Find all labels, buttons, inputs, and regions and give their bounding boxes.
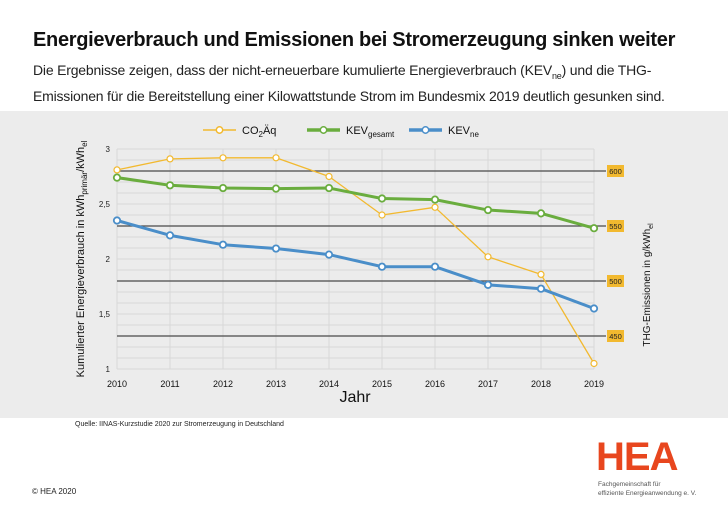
x-tick-label: 2010 xyxy=(107,379,127,389)
legend-label-kev-ne: KEVne xyxy=(448,125,479,139)
x-axis-label: Jahr xyxy=(339,389,371,406)
legend-label-kev-gesamt: KEVgesamt xyxy=(346,125,395,139)
legend-marker-co2-q xyxy=(215,126,224,134)
data-point-kev-gesamt xyxy=(430,195,440,204)
data-point-kev-ne xyxy=(112,216,122,225)
x-tick-label: 2012 xyxy=(213,379,233,389)
data-point-co2-q xyxy=(219,154,227,162)
logo-subtitle-line1: Fachgemeinschaft für xyxy=(598,481,661,488)
x-tick-label: 2018 xyxy=(531,379,551,389)
y-axis-label-left: Kumulierter Energieverbrauch in kWhprimä… xyxy=(75,140,89,377)
data-point-kev-gesamt xyxy=(112,173,122,182)
data-point-kev-ne xyxy=(377,262,387,271)
data-point-kev-ne xyxy=(218,240,228,249)
legend-label-co2-q: CO2Äq xyxy=(242,125,276,139)
copyright: © HEA 2020 xyxy=(32,487,77,496)
data-point-co2-q xyxy=(590,359,598,368)
subtitle-part2: ) und die THG-Emissionen für die Bereits… xyxy=(33,62,665,104)
series-line-kev-gesamt xyxy=(116,176,595,230)
x-tick-label: 2016 xyxy=(425,379,445,389)
x-tick-label: 2013 xyxy=(266,379,286,389)
data-point-kev-ne xyxy=(324,250,334,259)
right-axis-reference-lines: 450 500 550 600 xyxy=(117,165,624,342)
x-tick-label: 2017 xyxy=(478,379,498,389)
series-group xyxy=(112,154,599,368)
data-point-kev-gesamt xyxy=(165,181,175,190)
x-tick-label: 2014 xyxy=(319,379,339,389)
data-point-kev-gesamt xyxy=(483,205,493,215)
data-point-co2-q xyxy=(484,253,492,261)
data-point-co2-q xyxy=(272,154,280,162)
source-note: Quelle: IINAS-Kurzstudie 2020 zur Strome… xyxy=(75,421,284,428)
data-point-kev-ne xyxy=(165,231,175,240)
data-point-kev-ne xyxy=(536,284,546,293)
legend-marker-kev-ne xyxy=(421,126,430,134)
left-tick-label: 1 xyxy=(106,365,111,374)
logo-subtitle: Fachgemeinschaft für effiziente Energiean… xyxy=(598,480,696,498)
right-tick-label: 500 xyxy=(609,277,622,286)
page-subtitle: Die Ergebnisse zeigen, dass der nicht-er… xyxy=(33,60,713,106)
data-point-kev-gesamt xyxy=(218,183,228,193)
logo-subtitle-line2: effiziente Energieanwendung e. V. xyxy=(598,490,697,497)
data-point-kev-gesamt xyxy=(589,224,599,233)
axis-ticks: 1 1,5 2 2,5 3 2010 2011 2012 2013 2014 2015 2016 201… xyxy=(99,145,604,389)
data-point-co2-q xyxy=(431,203,439,211)
left-tick-label: 1,5 xyxy=(99,310,111,319)
page-title: Energieverbrauch und Emissionen bei Stro… xyxy=(33,29,676,51)
right-tick-label-box xyxy=(607,330,624,342)
x-tick-label: 2011 xyxy=(160,379,179,389)
right-tick-label-box xyxy=(607,220,624,232)
data-point-co2-q xyxy=(378,211,386,219)
data-point-kev-gesamt xyxy=(536,209,546,218)
data-point-kev-gesamt xyxy=(324,183,334,193)
subtitle-sub: ne xyxy=(552,70,562,81)
series-line-kev-ne xyxy=(116,219,595,310)
right-tick-label-box xyxy=(607,165,624,177)
right-tick-label: 600 xyxy=(609,167,622,176)
data-point-co2-q xyxy=(166,155,174,163)
data-point-kev-ne xyxy=(589,304,599,313)
series-line-co2-q xyxy=(116,157,595,364)
data-point-co2-q xyxy=(325,172,333,181)
right-tick-label-box xyxy=(607,275,624,287)
y-axis-label-right: THG-Emissionen in g/kWhel xyxy=(642,223,655,347)
hea-logo: HEA xyxy=(596,435,678,479)
data-point-kev-ne xyxy=(271,244,281,253)
left-tick-label: 3 xyxy=(106,145,111,154)
data-point-co2-q xyxy=(537,270,545,278)
x-tick-label: 2019 xyxy=(584,379,604,389)
left-tick-label: 2,5 xyxy=(99,200,111,209)
legend: CO2Äq KEVgesamt KEVne xyxy=(203,125,479,139)
data-point-kev-ne xyxy=(483,280,493,289)
subtitle-part1: Die Ergebnisse zeigen, dass der nicht-er… xyxy=(33,62,552,78)
legend-marker-kev-gesamt xyxy=(319,126,328,134)
left-tick-label: 2 xyxy=(106,255,111,264)
data-point-kev-ne xyxy=(430,262,440,271)
data-point-kev-gesamt xyxy=(271,184,281,193)
right-tick-label: 450 xyxy=(609,332,622,341)
right-tick-label: 550 xyxy=(609,222,622,231)
data-point-kev-gesamt xyxy=(377,194,387,203)
x-tick-label: 2015 xyxy=(372,379,392,389)
data-point-co2-q xyxy=(113,166,121,174)
chart-background xyxy=(0,111,728,418)
